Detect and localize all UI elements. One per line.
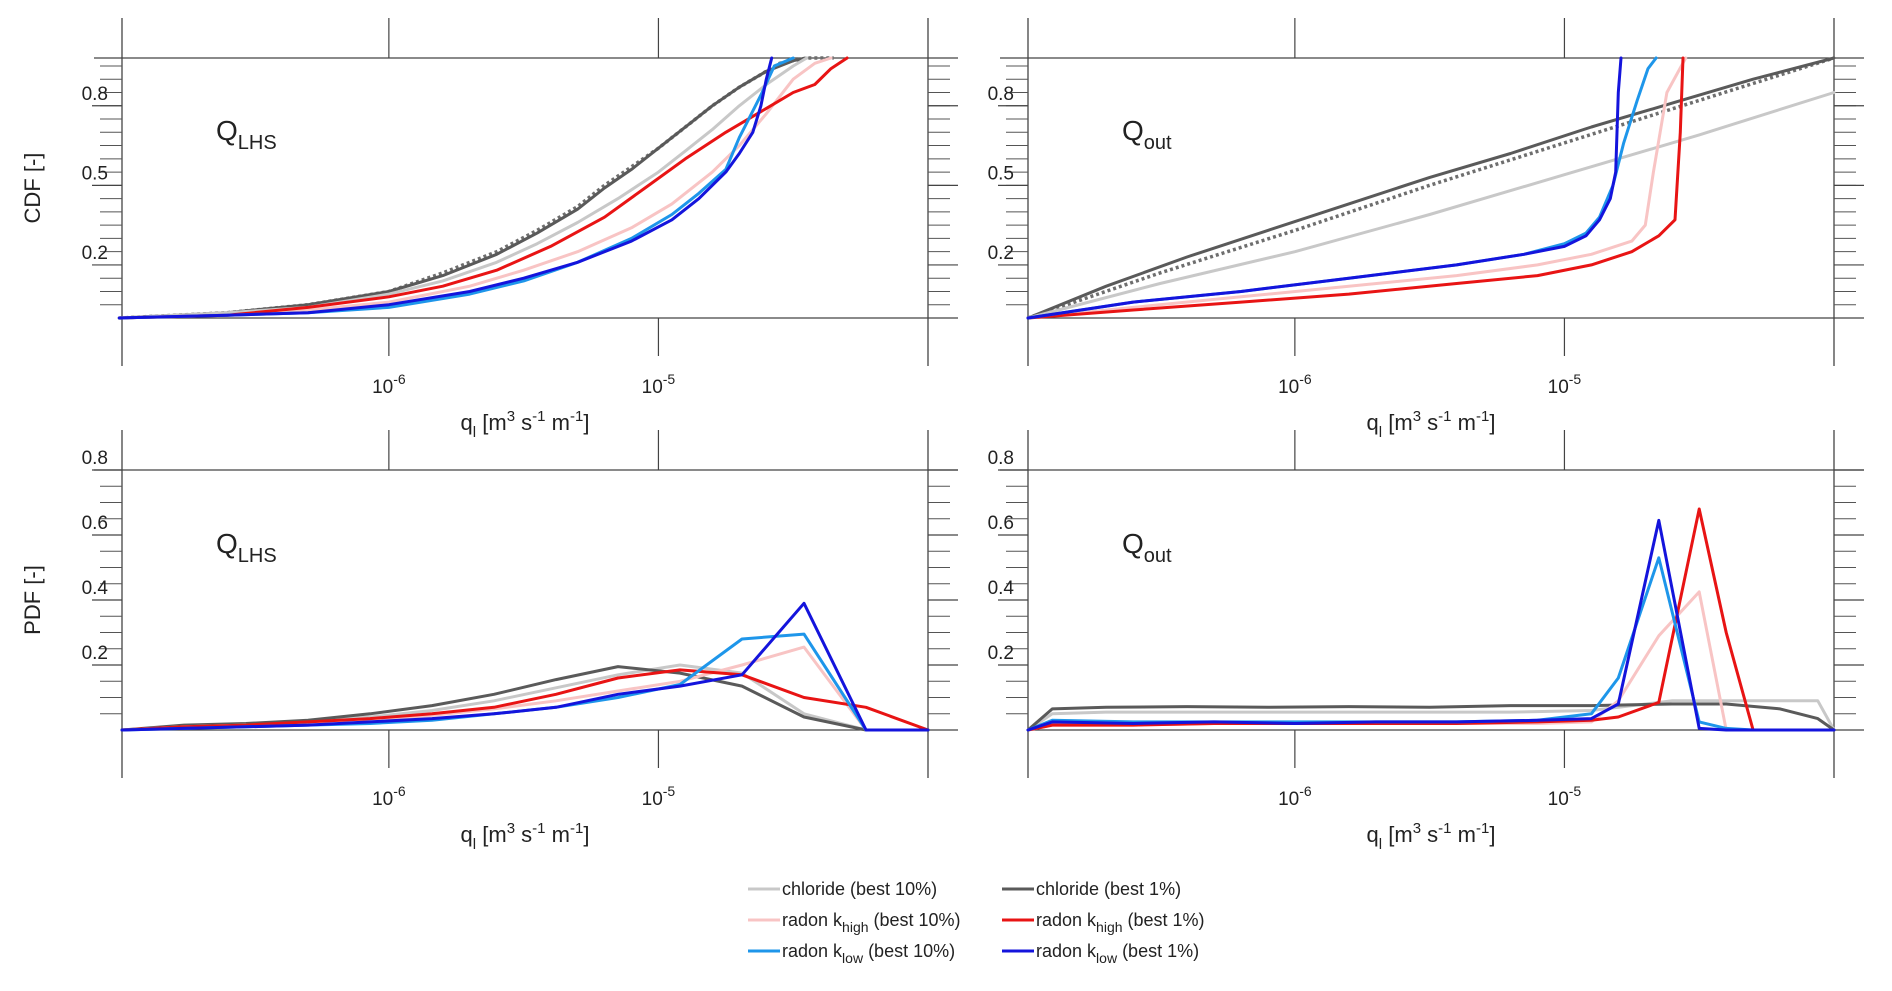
- series-line-radon-khigh-best1: [1026, 56, 1685, 320]
- x-tick-label: 10-6: [1278, 783, 1312, 810]
- legend: chloride (best 10%) chloride (best 1%) rad…: [748, 879, 1205, 966]
- panel-cdf_lhs: 0.2 0.5 0.8 10-6 10-5 QLHS CDF [-] ql [m3 s-1 m…: [20, 18, 958, 441]
- series-line-radon-khigh-best1: [1026, 507, 1836, 732]
- panel-cdf_out: 0.2 0.5 0.8 10-6 10-5 Qout ql [m3 s-1 m-1]: [988, 18, 1864, 441]
- x-tick-label: 10-5: [642, 783, 676, 810]
- series-line-radon-khigh-best1: [117, 56, 849, 320]
- series-line-radon-khigh-best1: [120, 668, 930, 732]
- legend-label: radon klow (best 1%): [1036, 941, 1199, 966]
- series-line-chloride-best1: [1026, 702, 1836, 732]
- y-tick-label: 0.8: [988, 448, 1014, 469]
- y-axis-label: CDF [-]: [20, 153, 45, 224]
- x-axis-label: ql [m3 s-1 m-1]: [461, 408, 590, 441]
- y-tick-label: 0.4: [82, 578, 109, 599]
- panel-title: QLHS: [216, 528, 277, 567]
- x-axis-label: ql [m3 s-1 m-1]: [1367, 408, 1496, 441]
- y-tick-label: 0.6: [82, 513, 108, 534]
- legend-label: chloride (best 10%): [782, 879, 937, 899]
- legend-label: radon khigh (best 10%): [782, 910, 961, 935]
- series-line-radon-khigh-best10: [1026, 56, 1688, 320]
- series-line-radon-klow-best1: [1026, 56, 1623, 320]
- x-tick-label: 10-5: [642, 371, 676, 398]
- panel-title: Qout: [1122, 528, 1172, 567]
- y-axis-label: PDF [-]: [20, 565, 45, 635]
- y-tick-label: 0.5: [82, 163, 108, 184]
- y-tick-label: 0.6: [988, 513, 1014, 534]
- series-line-radon-klow-best1: [120, 601, 930, 732]
- panel-title: QLHS: [216, 115, 277, 154]
- x-tick-label: 10-5: [1548, 371, 1582, 398]
- x-axis-label: ql [m3 s-1 m-1]: [461, 820, 590, 853]
- legend-label: radon khigh (best 1%): [1036, 910, 1205, 935]
- y-tick-label: 0.2: [82, 243, 108, 264]
- series-line-radon-klow-best1: [1026, 518, 1836, 732]
- series-line-chloride-best10: [1026, 91, 1836, 320]
- legend-item-radon-khigh-best10: radon khigh (best 10%): [748, 910, 961, 935]
- x-tick-label: 10-6: [372, 783, 406, 810]
- legend-label: radon klow (best 10%): [782, 941, 955, 966]
- series-line-radon-khigh-best10: [117, 56, 833, 320]
- legend-item-chloride-best10: chloride (best 10%): [748, 879, 937, 899]
- panel-pdf_out: 0.2 0.4 0.6 0.8 10-6 10-5 Qout ql [m3 s-1 m-1]: [988, 430, 1864, 853]
- panel-title: Qout: [1122, 115, 1172, 154]
- series-line-chloride-best1: [117, 56, 809, 320]
- y-tick-label: 0.2: [988, 243, 1014, 264]
- y-tick-label: 0.2: [988, 643, 1014, 664]
- series-line-chloride-best1: [120, 665, 930, 732]
- legend-item-radon-khigh-best1: radon khigh (best 1%): [1002, 910, 1205, 935]
- y-tick-label: 0.8: [988, 84, 1014, 105]
- legend-item-radon-klow-best1: radon klow (best 1%): [1002, 941, 1199, 966]
- y-tick-label: 0.8: [82, 448, 108, 469]
- y-tick-label: 0.8: [82, 84, 108, 105]
- x-tick-label: 10-6: [372, 371, 406, 398]
- panel-pdf_lhs: 0.2 0.4 0.6 0.8 10-6 10-5 QLHS PDF [-] ql [m3 s-…: [20, 430, 958, 853]
- legend-label: chloride (best 1%): [1036, 879, 1181, 899]
- x-axis-label: ql [m3 s-1 m-1]: [1367, 820, 1496, 853]
- legend-item-chloride-best1: chloride (best 1%): [1002, 879, 1181, 899]
- x-tick-label: 10-5: [1548, 783, 1582, 810]
- y-tick-label: 0.2: [82, 643, 108, 664]
- legend-item-radon-klow-best10: radon klow (best 10%): [748, 941, 955, 966]
- x-tick-label: 10-6: [1278, 371, 1312, 398]
- series-line-radon-khigh-best10: [1026, 590, 1836, 732]
- series-line-chloride-prior-dotted: [119, 56, 834, 320]
- series-line-chloride-best1: [1026, 56, 1836, 320]
- series-line-chloride-prior-dotted: [1027, 56, 1835, 320]
- series-line-radon-klow-best1: [117, 56, 774, 320]
- y-tick-label: 0.4: [988, 578, 1015, 599]
- y-tick-label: 0.5: [988, 163, 1014, 184]
- series-line-chloride-best10: [1026, 699, 1836, 732]
